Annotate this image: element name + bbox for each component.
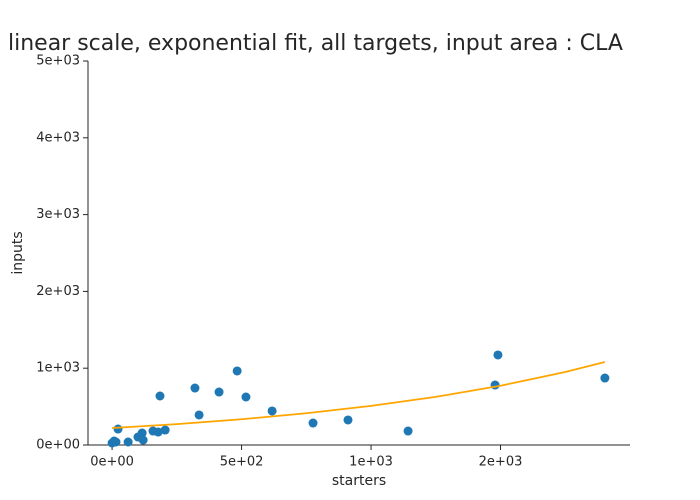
point — [113, 424, 123, 434]
point — [232, 366, 242, 376]
y-axis-label: inputs — [10, 231, 26, 274]
point — [343, 415, 353, 425]
x-tick-label: 0e+00 — [90, 455, 134, 470]
y-tick-label: 1e+03 — [36, 361, 80, 376]
point — [600, 373, 610, 383]
x-axis-label: starters — [332, 473, 386, 489]
point — [493, 350, 503, 360]
x-tick-label: 2e+03 — [479, 455, 523, 470]
y-tick-label: 4e+03 — [36, 130, 80, 145]
point — [111, 437, 121, 447]
point — [308, 418, 318, 428]
point — [160, 425, 170, 435]
point — [403, 426, 413, 436]
y-tick-label: 3e+03 — [36, 207, 80, 222]
point — [123, 437, 133, 447]
fit-line — [112, 361, 606, 429]
point — [214, 387, 224, 397]
chart-title: linear scale, exponential fit, all targe… — [8, 31, 623, 56]
y-tick-label: 2e+03 — [36, 284, 80, 299]
point — [155, 391, 165, 401]
point — [241, 392, 251, 402]
x-tick-label: 5e+02 — [220, 455, 264, 470]
point — [490, 380, 500, 390]
x-tick-label: 1e+03 — [349, 455, 393, 470]
point — [190, 383, 200, 393]
point — [138, 435, 148, 445]
point — [194, 410, 204, 420]
point — [267, 406, 277, 416]
y-tick-label: 5e+03 — [36, 54, 80, 69]
y-tick-label: 0e+00 — [36, 438, 80, 453]
point — [153, 427, 163, 437]
point — [137, 428, 147, 438]
